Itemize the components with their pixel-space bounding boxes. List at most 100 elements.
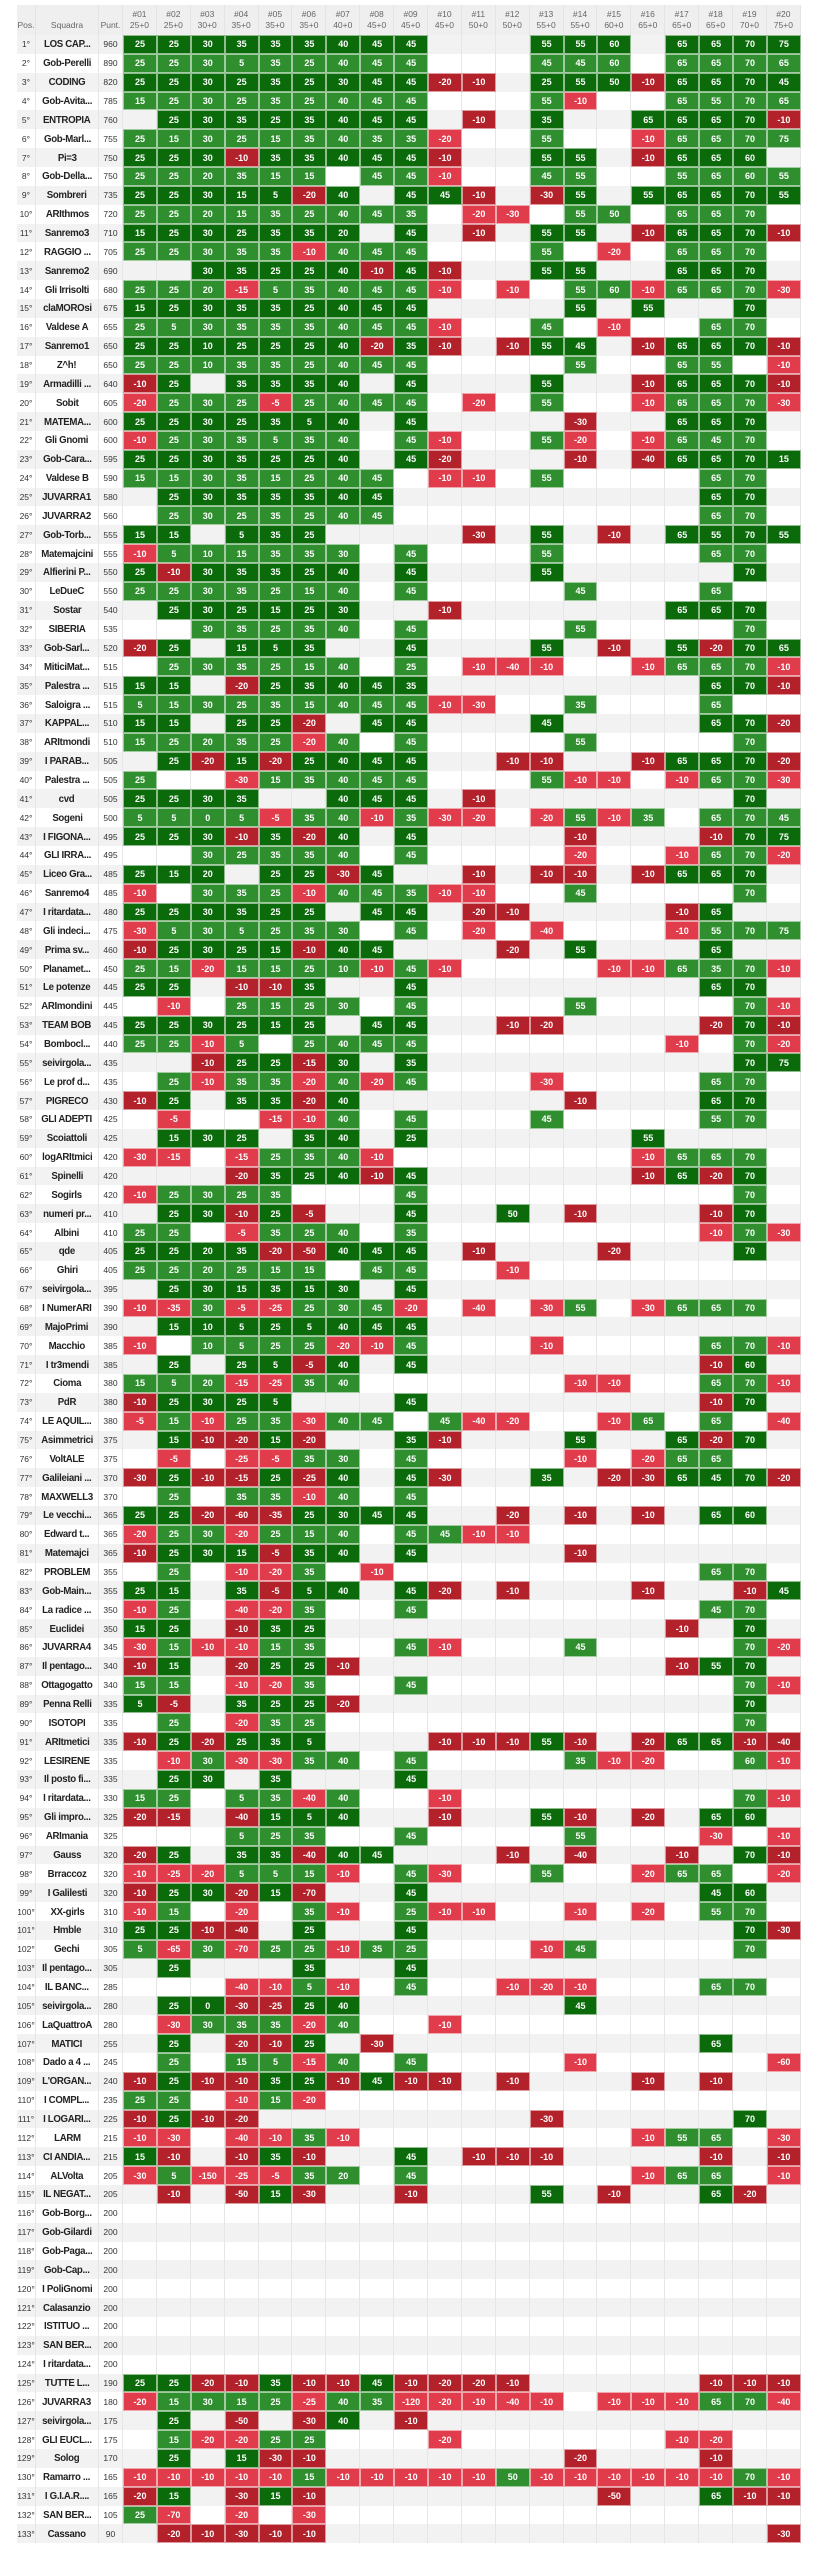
question-id: #04	[234, 9, 249, 19]
team-name: Liceo Gra...	[42, 868, 92, 881]
position: 25°	[17, 487, 36, 507]
score-cell: 15	[224, 638, 259, 658]
score-cell: 15	[123, 299, 157, 318]
empty-score-cell	[496, 242, 530, 262]
score-cell: 50	[597, 72, 632, 92]
empty-score-cell	[597, 487, 632, 507]
empty-score-cell	[597, 2335, 632, 2355]
score-cell: 65	[699, 751, 734, 771]
empty-score-cell	[360, 2128, 395, 2148]
empty-score-cell	[564, 1562, 598, 1582]
score-cell: -5	[292, 1355, 327, 1375]
empty-score-cell	[123, 657, 157, 677]
empty-score-cell	[360, 1279, 395, 1299]
score-cell: 70	[733, 751, 767, 771]
score-cell: 25	[292, 393, 327, 413]
score-cell: 35	[224, 619, 259, 639]
empty-score-cell	[665, 487, 700, 507]
score-cell: 15	[156, 1411, 191, 1431]
score-cell: 45	[394, 563, 429, 582]
score-cell: 45	[360, 393, 395, 413]
empty-score-cell	[767, 1242, 801, 1261]
team-cell: Sostar	[36, 600, 99, 620]
empty-score-cell	[428, 2222, 462, 2242]
score-cell: 35	[292, 1600, 327, 1620]
position: 9°	[17, 185, 36, 205]
score-cell: 40	[326, 53, 361, 73]
empty-score-cell	[564, 789, 598, 809]
empty-score-cell	[665, 996, 700, 1016]
empty-score-cell	[496, 1242, 530, 1261]
empty-score-cell	[123, 1355, 157, 1375]
empty-score-cell	[564, 2392, 598, 2412]
empty-score-cell	[259, 2241, 293, 2261]
score-cell: 25	[123, 864, 157, 884]
score-cell: 25	[292, 1015, 327, 1035]
empty-score-cell	[496, 1883, 530, 1903]
empty-score-cell	[767, 2222, 801, 2242]
empty-score-cell	[767, 1996, 801, 2016]
empty-score-cell	[462, 129, 496, 149]
empty-score-cell	[428, 732, 462, 752]
table-row: 107° MATICI 255 25 -20 -10 25 -30 65	[17, 2034, 801, 2053]
score-cell: 70	[733, 1468, 767, 1488]
empty-score-cell	[394, 1411, 429, 1431]
score-cell: -25	[224, 2166, 259, 2185]
empty-score-cell	[597, 2449, 632, 2468]
team-name: JUVARRA3	[42, 2395, 92, 2408]
score-cell: 15	[224, 2052, 259, 2072]
empty-score-cell	[462, 2335, 496, 2355]
empty-score-cell	[564, 2241, 598, 2261]
score-cell: 65	[699, 72, 734, 92]
score-cell: -40	[224, 2128, 259, 2148]
position: 22°	[17, 431, 36, 450]
score-cell: 25	[156, 1242, 191, 1261]
score-cell: 25	[258, 657, 293, 677]
team-cell: Prima sv...	[36, 940, 99, 960]
score-cell: 65	[699, 336, 734, 356]
score-cell: 35	[258, 487, 293, 507]
score-cell: -10	[631, 2166, 666, 2185]
score-cell: -10	[190, 2467, 225, 2487]
team-cell: L'ORGAN...	[36, 2071, 99, 2091]
empty-score-cell	[631, 1374, 666, 1393]
table-row: 64° Albini 410 25 25 -5 35 25 40 35 -10 70 -30	[17, 1223, 801, 1242]
score-cell: 15	[258, 770, 293, 790]
points: 750	[99, 148, 123, 168]
position: 116°	[17, 2203, 36, 2223]
empty-score-cell	[631, 1788, 666, 1808]
position: 2°	[17, 53, 36, 73]
empty-score-cell	[123, 1770, 157, 1789]
empty-score-cell	[292, 1185, 327, 1205]
empty-score-cell	[496, 2034, 530, 2053]
score-cell: 60	[597, 280, 632, 300]
position: 122°	[17, 2316, 36, 2336]
team-name: KAPPAL...	[44, 717, 90, 730]
empty-score-cell	[462, 2166, 496, 2185]
empty-score-cell	[360, 2260, 395, 2280]
team-name: Sanremo1	[44, 340, 90, 353]
team-cell: I ritardata...	[36, 2354, 99, 2374]
points: 650	[99, 336, 123, 356]
score-cell: 25	[156, 299, 191, 318]
score-cell: -10	[428, 695, 462, 714]
empty-score-cell	[360, 977, 395, 997]
empty-score-cell	[462, 1109, 496, 1129]
question-value: 25+0	[129, 20, 150, 30]
empty-score-cell	[767, 1562, 801, 1582]
score-cell: 70	[733, 1788, 767, 1808]
score-cell: 45	[563, 336, 598, 356]
empty-score-cell	[496, 72, 530, 92]
score-cell: 35	[224, 902, 259, 922]
position: 24°	[17, 468, 36, 488]
score-cell: 45	[394, 977, 429, 997]
score-cell: -20	[766, 1034, 801, 1054]
score-cell: -30	[156, 2015, 191, 2035]
position: 32°	[17, 619, 36, 639]
score-cell: 25	[156, 204, 191, 224]
score-cell: 35	[292, 619, 327, 639]
empty-score-cell	[157, 1977, 191, 1997]
score-cell: 5	[224, 1336, 259, 1356]
empty-score-cell	[564, 1392, 598, 1412]
score-cell: 70	[733, 223, 767, 243]
